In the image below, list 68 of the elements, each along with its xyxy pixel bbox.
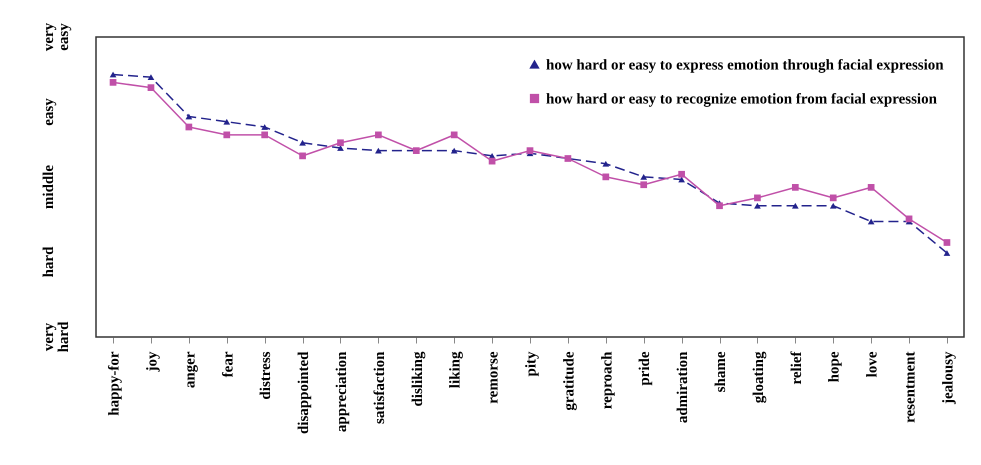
point — [602, 174, 610, 180]
point — [186, 114, 192, 120]
point — [299, 140, 306, 146]
point — [678, 170, 685, 178]
x-tick-label: disappointed — [296, 350, 312, 434]
text: easy — [41, 98, 57, 126]
point — [375, 132, 382, 138]
point — [110, 79, 116, 86]
point — [868, 218, 874, 224]
x-tick-label: happy-for — [106, 351, 123, 416]
text: hard — [41, 246, 57, 278]
point — [299, 152, 306, 160]
point — [792, 184, 799, 191]
point — [754, 194, 761, 202]
point — [110, 72, 116, 78]
point — [450, 132, 458, 138]
point — [640, 181, 648, 188]
point — [488, 158, 496, 164]
x-tick-label: disliking — [410, 351, 426, 407]
x-tick-label: anger — [182, 351, 198, 388]
point — [602, 160, 610, 167]
x-tick-label: liking — [448, 351, 464, 388]
x-tick-label: pride — [637, 351, 654, 386]
point — [640, 174, 648, 180]
x-tick-label: gloating — [750, 351, 767, 404]
point — [148, 84, 154, 91]
point — [944, 239, 950, 246]
point — [186, 124, 192, 130]
point — [906, 216, 912, 222]
text: very easy — [41, 22, 72, 52]
point — [678, 176, 685, 182]
legend-label: how hard or easy to express emotion through facial expression — [546, 58, 944, 74]
x-tick-label: appreciation — [334, 350, 350, 432]
x-tick-label: remorse — [486, 351, 502, 404]
x-tick-label: resentment — [902, 352, 919, 423]
point — [830, 202, 837, 209]
x-tick-label: reproach — [599, 350, 616, 410]
x-tick-label: hope — [826, 351, 843, 382]
x-tick-label: jealousy — [940, 351, 956, 405]
point — [223, 132, 230, 138]
point — [261, 124, 268, 130]
x-tick-label: admiration — [675, 350, 692, 424]
x-tick-label: pity — [524, 351, 540, 377]
point — [375, 148, 382, 154]
x-tick-label: distress — [258, 351, 274, 400]
x-tick-label: gratitude — [561, 351, 578, 411]
point — [337, 145, 344, 151]
point — [223, 118, 230, 125]
point — [148, 74, 154, 80]
point — [944, 250, 950, 256]
point — [526, 147, 534, 154]
point — [261, 132, 268, 138]
x-tick-label: shame — [713, 351, 730, 392]
x-tick-label: satisfaction — [372, 350, 388, 424]
point — [450, 148, 458, 154]
text: very hard — [41, 320, 72, 352]
point — [337, 139, 344, 146]
legend-label: how hard or easy to recognize emotion from facial expression — [546, 92, 938, 108]
x-tick-label: love — [864, 351, 881, 378]
text: middle — [41, 164, 57, 210]
point — [830, 194, 837, 202]
point — [716, 202, 723, 210]
point — [754, 202, 761, 209]
x-tick-label: fear — [220, 351, 236, 378]
x-tick-label: relief — [788, 350, 805, 385]
point — [792, 202, 799, 209]
x-tick-label: joy — [144, 351, 160, 372]
point — [868, 184, 874, 191]
